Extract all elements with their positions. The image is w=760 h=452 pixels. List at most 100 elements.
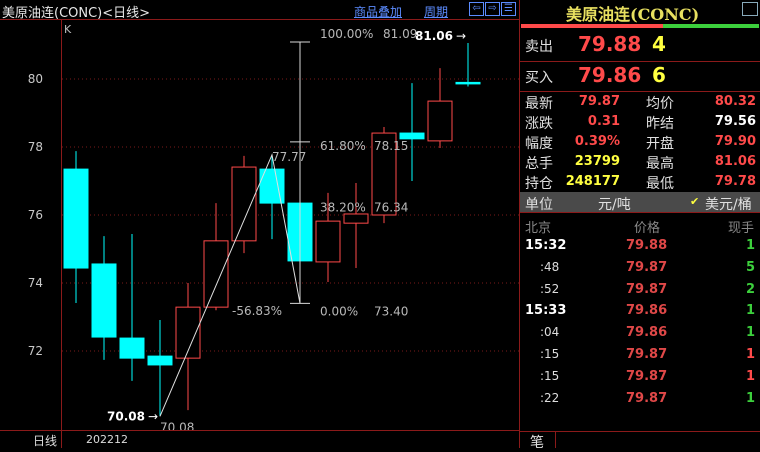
candle-body	[119, 337, 145, 359]
zigzag-line	[159, 153, 301, 417]
candle-body	[315, 220, 341, 263]
tab-ticks-label: 笔	[530, 435, 544, 451]
candle-body	[427, 100, 453, 142]
fib-pct-label: 38.20%	[320, 200, 366, 214]
ask-price: 79.88	[578, 32, 642, 56]
trade-time: 15:33	[525, 303, 567, 319]
candle-body	[91, 263, 117, 338]
panel-title: 美原油连(CONC)	[566, 5, 700, 24]
maximize-icon[interactable]	[742, 2, 758, 16]
fib-pct-label: 100.00%	[320, 27, 373, 41]
bid-price: 79.86	[578, 63, 642, 87]
trade-time: :52	[540, 281, 560, 296]
ask-volume: 4	[652, 32, 666, 56]
stat-label: 昨结	[646, 116, 674, 132]
stat-value: 79.90	[714, 134, 756, 149]
trade-price: 79.87	[626, 390, 668, 406]
low-marker: 70.08	[107, 409, 145, 423]
chart-title: 美原油连(CONC)<日线>	[2, 6, 151, 21]
fib-value-label: 76.34	[374, 200, 408, 214]
y-tick-label: 76	[28, 208, 43, 222]
trade-price: 79.86	[626, 303, 668, 319]
layout-icon[interactable]: ☰	[501, 2, 516, 16]
trade-volume: 2	[745, 281, 755, 297]
y-tick-label: 80	[28, 72, 43, 86]
candle-body	[147, 355, 173, 366]
trade-time: :22	[540, 390, 560, 405]
chart-header: 美原油连(CONC)<日线> 商品叠加 周期 ⇦ ⇨ ☰	[0, 0, 520, 21]
low-label: 70.08	[160, 420, 194, 430]
high-arrow-icon: →	[456, 29, 466, 43]
stat-label: 最低	[646, 176, 674, 192]
trade-volume: 1	[745, 238, 755, 253]
stat-value: 81.06	[714, 154, 756, 169]
check-icon: ✔	[690, 195, 700, 208]
candle-body	[63, 168, 89, 269]
trade-volume: 1	[745, 325, 755, 341]
trade-price: 79.88	[626, 238, 668, 253]
candle-body	[371, 132, 397, 216]
stat-label: 最高	[646, 156, 674, 172]
tab-ticks[interactable]: 笔	[520, 431, 556, 451]
bid-label: 买入	[525, 70, 553, 86]
trade-time: :15	[540, 347, 560, 361]
unit-option-yuan-ton[interactable]: 元/吨	[598, 197, 631, 213]
stat-value: 79.56	[714, 114, 756, 129]
unit-selector: 单位 元/吨 ✔ 美元/桶	[520, 192, 760, 213]
ask-label: 卖出	[525, 39, 553, 55]
zigzag-peak-label: 77.77	[272, 150, 306, 164]
quote-panel: 美原油连(CONC) 卖出 79.88 4 买入 79.86 6 最新 79.8…	[519, 0, 760, 451]
stat-label: 最新	[525, 96, 553, 112]
fib-value-label: 78.15	[374, 139, 408, 153]
stat-label: 均价	[646, 96, 674, 112]
candle-body	[455, 81, 481, 85]
period-link[interactable]: 周期	[424, 5, 449, 19]
overlay-link[interactable]: 商品叠加	[354, 5, 403, 19]
unit-label: 单位	[525, 197, 553, 213]
stat-value: 0.39%	[574, 134, 620, 149]
trade-volume: 1	[745, 303, 755, 319]
bid-volume: 6	[652, 63, 666, 87]
trade-price: 79.87	[626, 368, 668, 384]
stat-label: 开盘	[646, 136, 674, 152]
col-volume: 现手	[728, 221, 755, 236]
stat-value: 248177	[565, 174, 620, 189]
col-price: 价格	[634, 221, 661, 236]
trade-volume: 1	[745, 390, 755, 406]
prev-arrow-icon[interactable]: ⇦	[469, 2, 484, 16]
x-axis-bar: 日线 202212	[0, 430, 520, 448]
stat-label: 持仓	[525, 176, 553, 192]
trade-volume: 5	[745, 259, 755, 275]
y-tick-label: 78	[28, 140, 43, 154]
tab-line	[556, 431, 760, 432]
candle-body	[231, 166, 257, 242]
stat-value: 79.78	[714, 174, 756, 189]
zigzag-pct-label: -56.83%	[232, 304, 282, 318]
stat-label: 总手	[525, 156, 553, 172]
unit-option-usd-barrel[interactable]: 美元/桶	[705, 197, 752, 213]
stat-value: 0.31	[587, 114, 620, 129]
kline-chart[interactable]: 80 78 76 74 72 K 100.00% 81.09 61.80% 78.15 38.20%…	[0, 20, 519, 430]
col-time: 北京	[525, 221, 552, 236]
trade-price: 79.87	[626, 281, 668, 297]
trade-price: 79.87	[626, 347, 668, 362]
trade-time: :48	[540, 259, 560, 274]
next-arrow-icon[interactable]: ⇨	[485, 2, 500, 16]
trade-price: 79.87	[626, 259, 668, 275]
stat-label: 幅度	[525, 136, 553, 152]
y-tick-label: 72	[28, 344, 43, 358]
candle-body	[203, 240, 229, 308]
stat-value: 80.32	[714, 94, 756, 109]
high-marker: 81.06	[415, 29, 453, 43]
fib-pct-label: 61.80%	[320, 139, 366, 153]
stat-label: 涨跌	[525, 116, 553, 132]
sell-ratio-bar	[663, 24, 759, 28]
y-tick-label: 74	[28, 276, 43, 290]
fib-pct-label: 0.00%	[320, 304, 358, 318]
buy-ratio-bar	[521, 24, 663, 28]
fib-value-label: 81.09	[383, 27, 417, 41]
trade-time: :15	[540, 368, 560, 383]
trade-volume: 1	[745, 347, 755, 362]
indicator-label: K	[64, 23, 72, 36]
stat-value: 23799	[574, 154, 620, 169]
